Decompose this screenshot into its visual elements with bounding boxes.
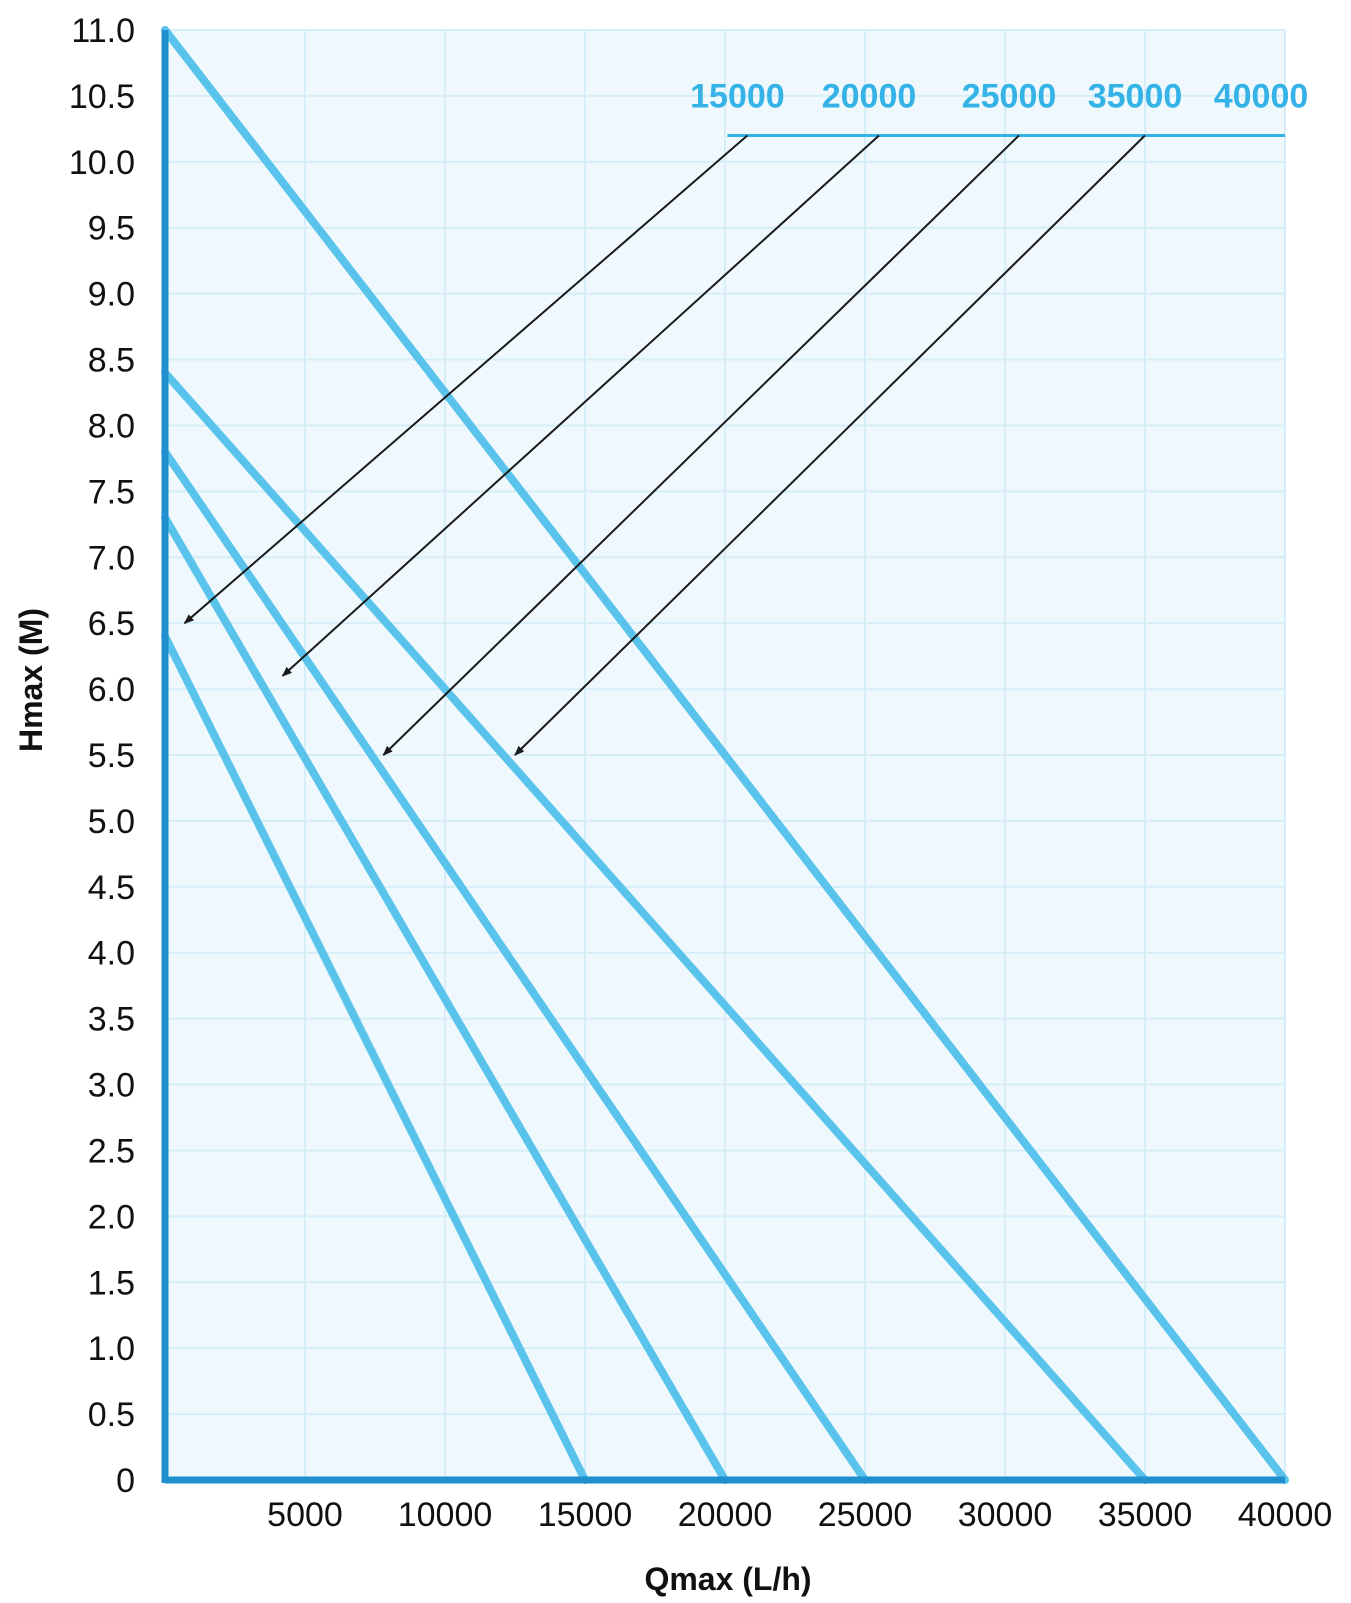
y-tick-label: 6.5 xyxy=(88,605,135,643)
leader-arrow-25000 xyxy=(382,134,1020,756)
y-tick-label: 11.0 xyxy=(71,12,135,50)
y-tick-label: 3.5 xyxy=(88,1001,135,1039)
x-tick-labels: 5000 10000 15000 20000 25000 30000 35000 40000 xyxy=(267,1496,1332,1534)
series-label-25000: 25000 xyxy=(962,77,1057,115)
x-tick-label: 40000 xyxy=(1238,1496,1333,1534)
y-tick-label: 7.0 xyxy=(88,539,135,577)
series-line-35000 xyxy=(161,368,1149,1484)
y-tick-label: 4.0 xyxy=(88,935,135,973)
y-tick-label: 1.5 xyxy=(88,1264,135,1302)
series-label-35000: 35000 xyxy=(1088,77,1183,115)
y-tick-label: 10.0 xyxy=(69,144,135,182)
y-tick-label: 2.5 xyxy=(88,1132,135,1170)
y-tick-label: 4.5 xyxy=(88,869,135,907)
y-tick-label: 10.5 xyxy=(69,78,135,116)
y-tick-label: 2.0 xyxy=(88,1198,135,1236)
leader-arrows xyxy=(183,133,1285,756)
y-tick-label: 1.0 xyxy=(88,1330,135,1368)
x-tick-label: 5000 xyxy=(267,1496,343,1534)
leader-arrow-20000 xyxy=(281,134,880,677)
axes xyxy=(161,30,1285,1484)
x-tick-label: 35000 xyxy=(1098,1496,1193,1534)
x-tick-label: 25000 xyxy=(818,1496,913,1534)
series-line-20000 xyxy=(161,513,729,1484)
series-lines xyxy=(161,26,1289,1484)
y-tick-label: 8.0 xyxy=(88,407,135,445)
x-tick-label: 15000 xyxy=(538,1496,633,1534)
y-tick-label: 5.0 xyxy=(88,803,135,841)
x-tick-label: 20000 xyxy=(678,1496,773,1534)
y-tick-label: 3.0 xyxy=(88,1067,135,1105)
series-label-40000: 40000 xyxy=(1214,77,1309,115)
y-axis-title: Hmax (M) xyxy=(13,608,49,752)
y-tick-label: 0 xyxy=(116,1462,135,1500)
y-tick-label: 9.5 xyxy=(88,210,135,248)
y-tick-label: 8.5 xyxy=(88,342,135,380)
x-tick-label: 30000 xyxy=(958,1496,1053,1534)
y-tick-label: 5.5 xyxy=(88,737,135,775)
x-axis-title: Qmax (L/h) xyxy=(644,1561,811,1597)
leader-arrow-15000 xyxy=(183,134,749,624)
y-tick-label: 9.0 xyxy=(88,276,135,314)
series-label-20000: 20000 xyxy=(822,77,917,115)
y-tick-label: 0.5 xyxy=(88,1396,135,1434)
series-line-40000 xyxy=(161,26,1289,1484)
series-label-15000: 15000 xyxy=(690,77,785,115)
y-tick-labels: 0 0.5 1.0 1.5 2.0 2.5 3.0 3.5 4.0 4.5 5.0 5.5 6.0 6.5… xyxy=(69,12,135,1500)
series-labels: 15000 20000 25000 35000 40000 xyxy=(690,77,1308,115)
y-tick-label: 7.5 xyxy=(88,473,135,511)
y-tick-label: 6.0 xyxy=(88,671,135,709)
series-line-15000 xyxy=(161,632,589,1484)
x-tick-label: 10000 xyxy=(398,1496,493,1534)
series-line-25000 xyxy=(161,447,869,1484)
leader-arrow-35000 xyxy=(514,134,1146,756)
